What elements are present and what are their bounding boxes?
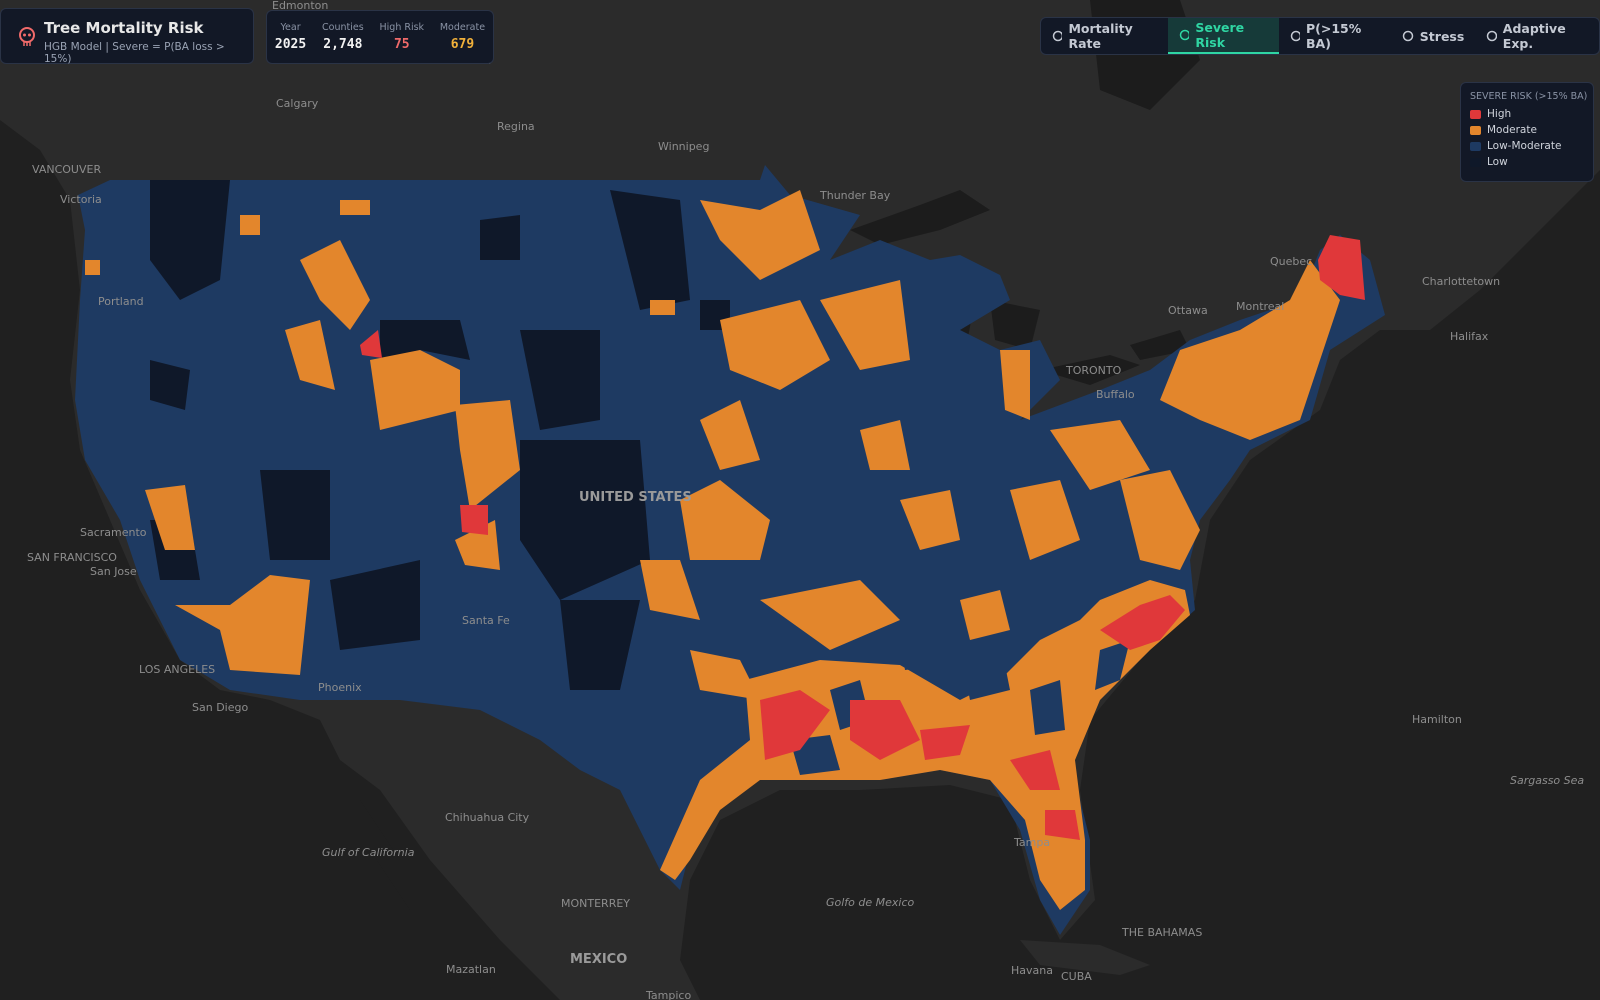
place-label: San Jose xyxy=(90,565,137,578)
stat-label: Year xyxy=(280,22,301,33)
legend-item: High xyxy=(1470,108,1593,120)
place-label: Tampa xyxy=(1013,836,1050,849)
place-label: Ottawa xyxy=(1168,304,1208,317)
tab-label: P(>15% BA) xyxy=(1306,21,1362,51)
title-panel: Tree Mortality Risk HGB Model | Severe =… xyxy=(0,8,254,65)
stat-label: High Risk xyxy=(379,22,425,33)
layer-tab[interactable]: Adaptive Exp. xyxy=(1475,18,1599,54)
place-label: Montreal xyxy=(1236,300,1284,313)
tab-icon xyxy=(1402,30,1414,42)
legend-swatch xyxy=(1470,141,1481,151)
legend-label: Moderate xyxy=(1487,124,1537,136)
place-label: LOS ANGELES xyxy=(139,663,215,676)
tab-icon xyxy=(1487,30,1497,42)
cuba-land xyxy=(1020,940,1150,975)
place-label: Mazatlan xyxy=(446,963,496,976)
tab-icon xyxy=(1052,30,1063,42)
tab-label: Severe Risk xyxy=(1195,20,1245,50)
gulf-of-california xyxy=(330,760,430,910)
legend-label: Low xyxy=(1487,156,1508,168)
stat-value: 75 xyxy=(393,37,410,52)
layer-tab[interactable]: P(>15% BA) xyxy=(1279,18,1391,54)
skull-icon xyxy=(19,27,35,46)
place-label: Phoenix xyxy=(318,681,362,694)
place-label: Regina xyxy=(497,120,535,133)
place-label: Chihuahua City xyxy=(445,811,530,824)
tab-label: Stress xyxy=(1419,28,1465,44)
layer-tab[interactable]: Stress xyxy=(1391,18,1476,54)
place-label: Santa Fe xyxy=(462,614,510,627)
country-label: UNITED STATES xyxy=(579,490,692,505)
stat-label: Moderate xyxy=(439,22,486,33)
stat: High Risk 75 xyxy=(380,22,425,52)
place-label: SAN FRANCISCO xyxy=(27,551,117,564)
layer-tab[interactable]: Mortality Rate xyxy=(1041,18,1168,54)
place-label: TORONTO xyxy=(1065,364,1122,377)
stat: Moderate 679 xyxy=(440,22,485,52)
place-label: Halifax xyxy=(1450,330,1489,343)
layer-tab[interactable]: Severe Risk xyxy=(1167,18,1279,54)
tab-icon xyxy=(1179,29,1190,41)
place-label: Hamilton xyxy=(1412,713,1462,726)
stat-value: 679 xyxy=(450,37,475,52)
legend-item: Moderate xyxy=(1470,124,1593,136)
stat-value: 2,748 xyxy=(323,37,363,52)
low-patches xyxy=(150,180,730,690)
county-region xyxy=(150,180,730,690)
legend-swatch xyxy=(1470,109,1481,119)
country-label: CUBA xyxy=(1061,970,1092,983)
legend-label: Low-Moderate xyxy=(1487,140,1562,152)
place-label: VANCOUVER xyxy=(32,163,101,176)
county-region xyxy=(360,235,1365,840)
legend-item: Low-Moderate xyxy=(1470,140,1593,152)
place-label: Winnipeg xyxy=(658,140,709,153)
legend-label: High xyxy=(1487,108,1512,120)
water-label: Sargasso Sea xyxy=(1510,774,1584,787)
place-label: Calgary xyxy=(276,97,319,110)
stat-value: 2025 xyxy=(274,37,307,52)
place-label: Sacramento xyxy=(80,526,147,539)
place-label: Havana xyxy=(1011,964,1053,977)
stats-panel: Year 2025 Counties 2,748 High Risk 75 Moderate… xyxy=(266,10,494,64)
tab-label: Mortality Rate xyxy=(1068,21,1133,51)
legend-title: SEVERE RISK (>15% BA) xyxy=(1470,91,1588,102)
map-labels: Edmonton Saskatoon Calgary Regina Winnip… xyxy=(27,0,1584,1000)
stat-label: Counties xyxy=(322,22,364,33)
place-label: San Diego xyxy=(192,701,248,714)
place-label: Victoria xyxy=(60,193,102,206)
place-label: Charlottetown xyxy=(1422,275,1500,288)
county-region xyxy=(85,190,1340,910)
place-label: Buffalo xyxy=(1096,388,1135,401)
title: Tree Mortality Risk xyxy=(44,19,204,37)
legend: SEVERE RISK (>15% BA) High Moderate Low-Mo… xyxy=(1460,82,1594,182)
tab-icon xyxy=(1290,30,1301,42)
stat: Counties 2,748 xyxy=(322,22,364,52)
subtitle: HGB Model | Severe = P(BA loss > 15%) xyxy=(44,41,225,65)
water-label: Golfo de Mexico xyxy=(826,896,915,909)
place-label: Tampico xyxy=(645,989,691,1000)
place-label: Quebec xyxy=(1270,255,1312,268)
legend-item: Low xyxy=(1470,156,1593,168)
place-label: Portland xyxy=(98,295,144,308)
legend-swatch xyxy=(1470,157,1481,167)
legend-swatch xyxy=(1470,125,1481,135)
place-label: Edmonton xyxy=(272,0,328,12)
place-label: MONTERREY xyxy=(561,897,630,910)
place-label: THE BAHAMAS xyxy=(1121,926,1202,939)
country-label: MEXICO xyxy=(570,952,627,967)
place-label: Thunder Bay xyxy=(819,189,891,202)
stat: Year 2025 xyxy=(275,22,306,52)
layer-tabs: Mortality Rate Severe Risk P(>15% BA) Stres… xyxy=(1040,17,1600,55)
tab-label: Adaptive Exp. xyxy=(1502,21,1566,51)
water-label: Gulf of California xyxy=(322,846,415,859)
